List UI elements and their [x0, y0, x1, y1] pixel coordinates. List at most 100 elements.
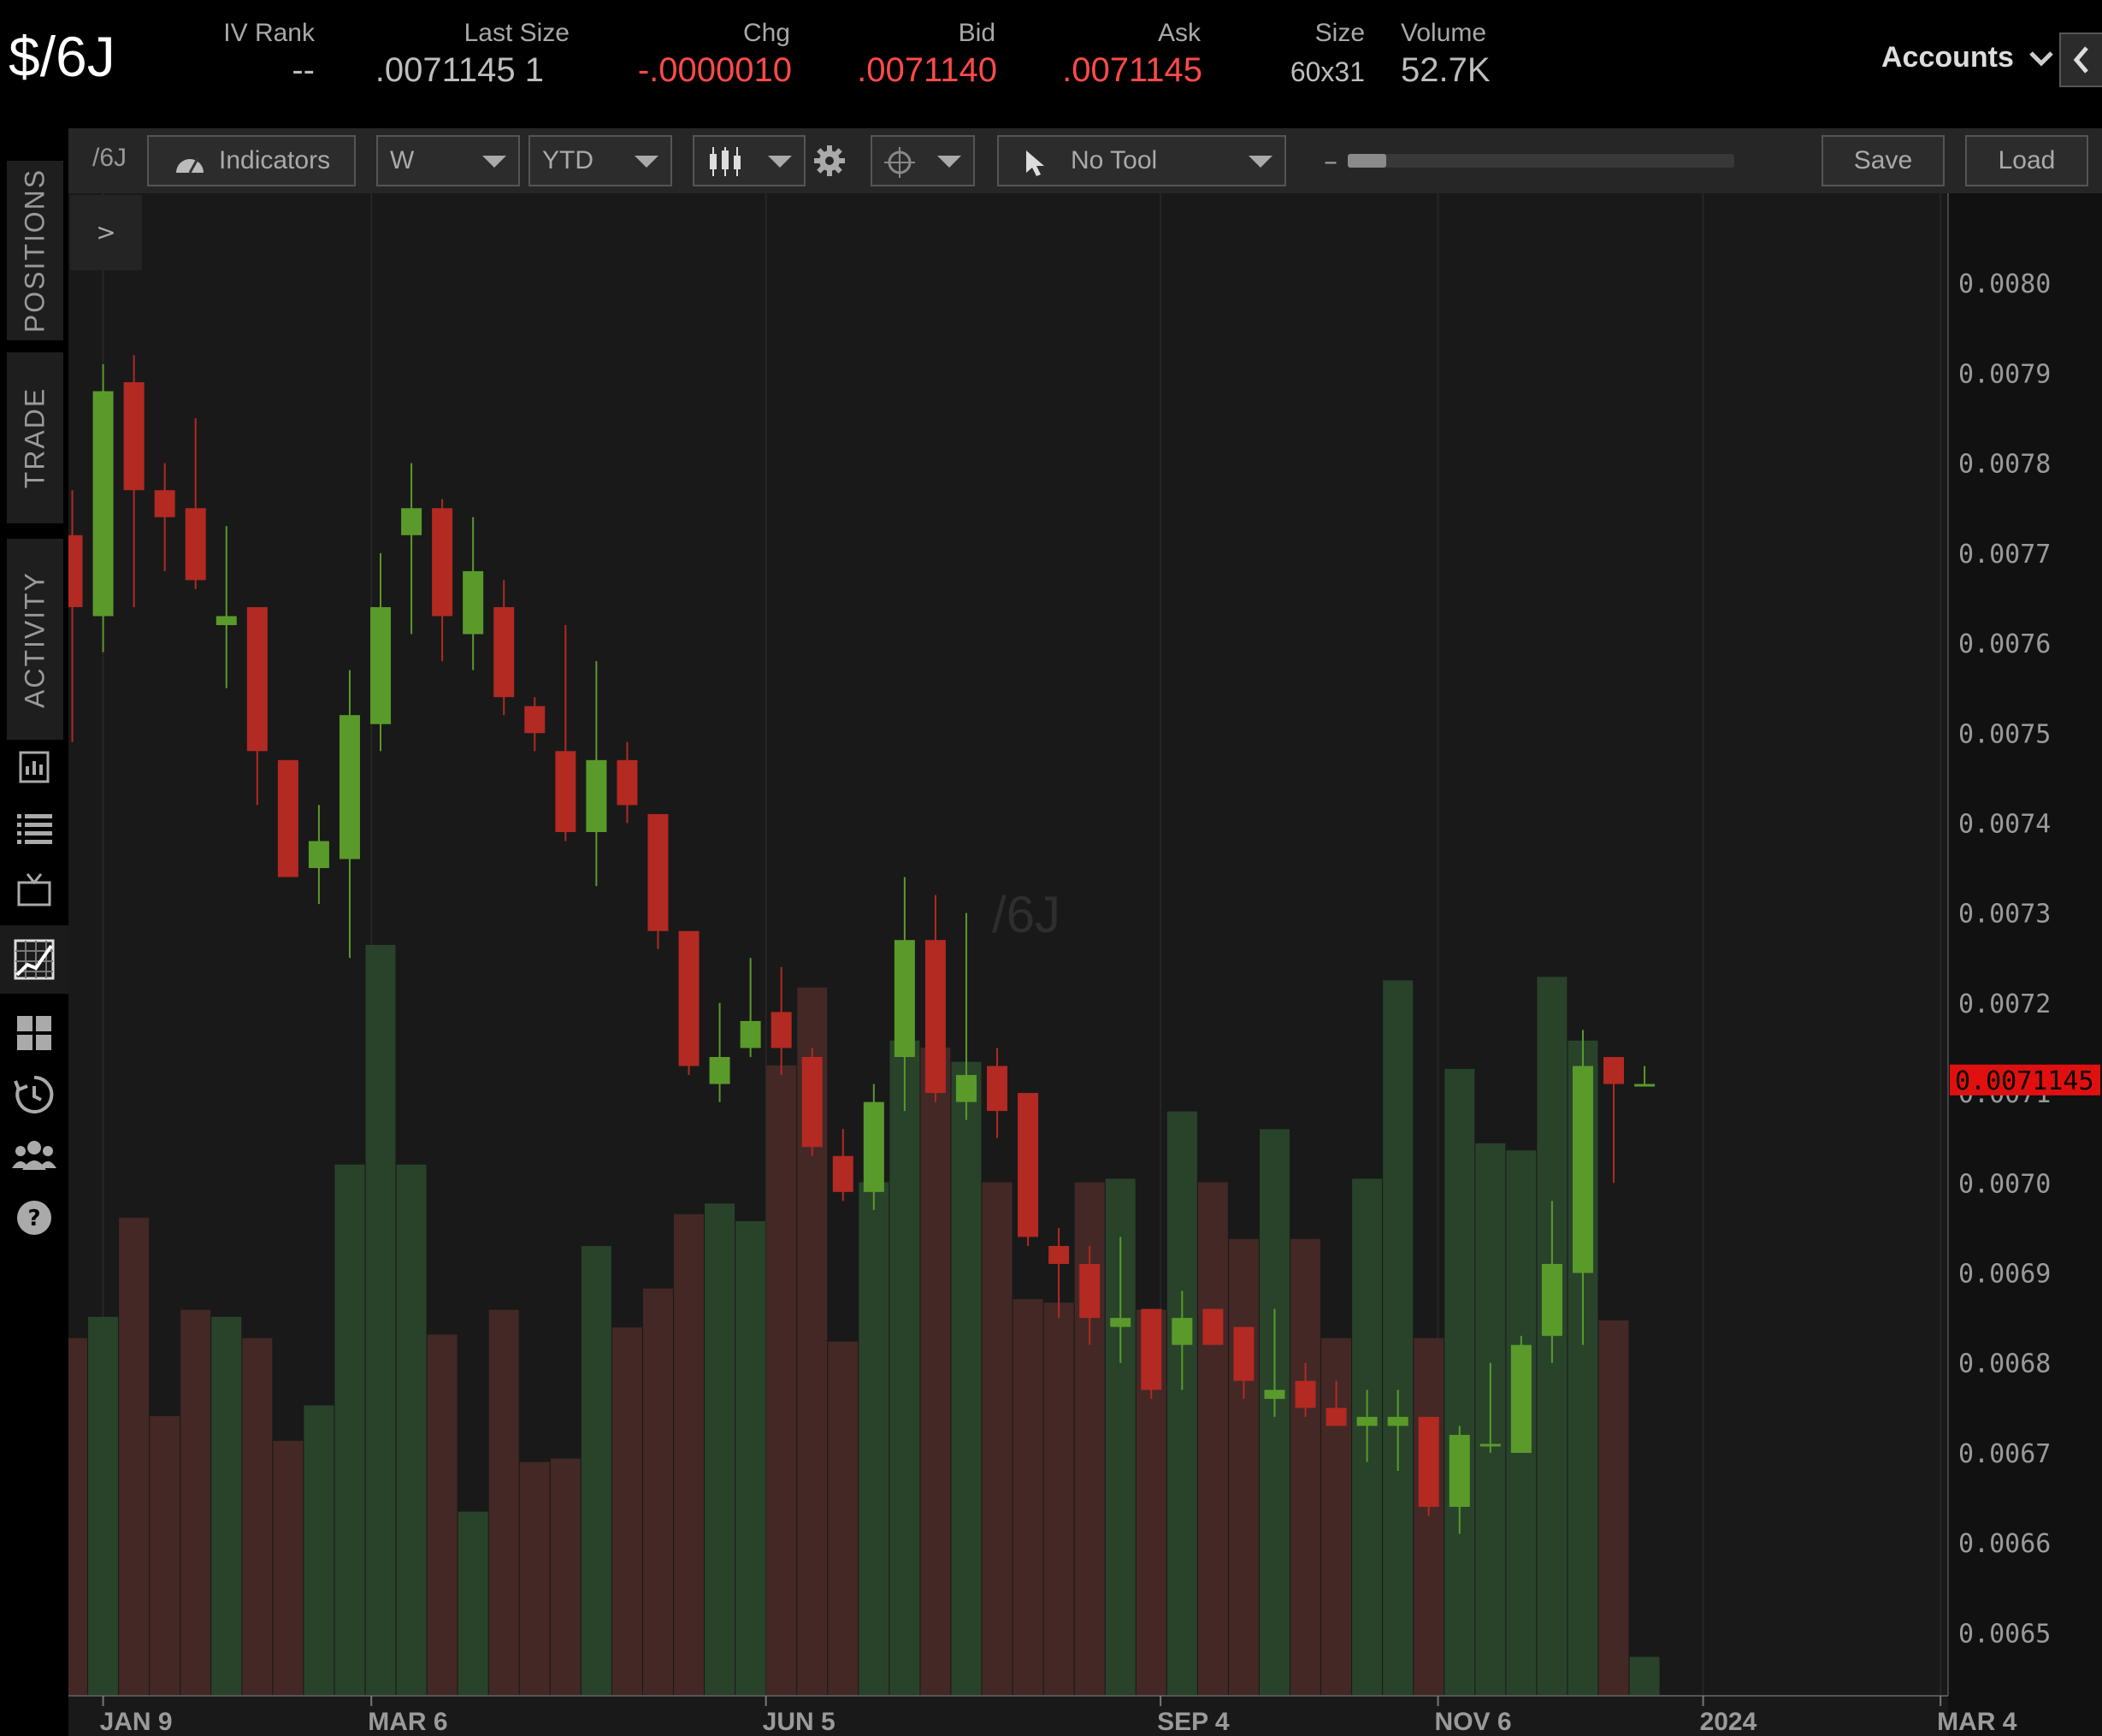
load-button[interactable]: Load [1965, 135, 2088, 186]
range-dropdown[interactable]: YTD [528, 135, 672, 186]
candle-body [894, 940, 915, 1058]
last-size-label: Last Size [464, 19, 570, 47]
y-tick-label: 0.0072 [1958, 989, 2051, 1019]
price-chart[interactable]: 0.0080 0.0079 0.0078 0.0077 0.0076 0.0075 0.00… [68, 193, 2102, 1736]
candle-body [1510, 1344, 1532, 1453]
tab-positions[interactable]: POSITIONS [7, 161, 63, 340]
volume-bar [1043, 1302, 1074, 1696]
candle-body [432, 508, 453, 617]
chart-tab-active[interactable] [0, 925, 68, 994]
accounts-dropdown[interactable]: Accounts [1881, 41, 2054, 74]
caret-down-icon [482, 156, 506, 168]
help-icon[interactable]: ? [12, 1196, 56, 1240]
volume-bar [1598, 1320, 1629, 1696]
people-icon[interactable] [12, 1134, 56, 1178]
y-tick-label: 0.0067 [1958, 1439, 2051, 1469]
aggregation-value: W [390, 146, 415, 174]
grid-icon[interactable] [12, 1011, 56, 1055]
candle-body [1326, 1408, 1347, 1426]
chart-area[interactable]: 0.0080 0.0079 0.0078 0.0077 0.0076 0.0075 0.00… [68, 193, 2102, 1736]
volume-bar [427, 1334, 458, 1696]
volume-bar [273, 1440, 304, 1696]
volume-bar [365, 945, 396, 1696]
chart-toolbar: Indicators W YTD No Tool – [68, 128, 2102, 193]
candle-body [555, 751, 576, 832]
range-value: YTD [542, 146, 593, 174]
candle-body [524, 706, 546, 734]
candle-body [1264, 1390, 1285, 1399]
x-tick-label: SEP 4 [1157, 1708, 1230, 1736]
crosshair-dropdown[interactable] [871, 135, 975, 186]
candle-body [1110, 1318, 1131, 1327]
volume-bar [1383, 980, 1414, 1696]
candle-body [1202, 1308, 1224, 1345]
volume-bar [1197, 1182, 1228, 1696]
candle-body [370, 606, 392, 724]
volume-bar [180, 1309, 211, 1696]
crosshair-icon [884, 147, 915, 178]
caret-down-icon [937, 156, 961, 168]
candle-body [277, 759, 298, 877]
save-label: Save [1853, 146, 1913, 174]
volume-bar [642, 1288, 673, 1696]
chevron-left-icon [2073, 46, 2088, 74]
volume-bar [334, 1164, 365, 1696]
volume-bar [828, 1341, 859, 1696]
candle-body [339, 715, 360, 859]
price-axis [1948, 193, 2102, 1736]
y-tick-label: 0.0074 [1958, 809, 2051, 839]
volume-bar [1290, 1238, 1321, 1696]
symbol-title[interactable]: $/6J [9, 25, 115, 88]
y-tick-label: 0.0073 [1958, 900, 2051, 930]
volume-bar [982, 1182, 1013, 1696]
last-size-value: .0071145 1 [375, 51, 544, 89]
zoom-slider[interactable] [1348, 154, 1734, 168]
caret-down-icon [768, 156, 792, 168]
x-tick-label: NOV 6 [1435, 1708, 1512, 1736]
volume-bar [396, 1164, 427, 1696]
tab-trade[interactable]: TRADE [7, 352, 63, 523]
zoom-out-button[interactable]: – [1324, 145, 1337, 177]
volume-bar [951, 1061, 982, 1696]
candle-body [1172, 1318, 1193, 1345]
y-tick-label: 0.0078 [1958, 450, 2051, 480]
history-icon[interactable] [12, 1072, 56, 1117]
tab-activity-label: ACTIVITY [19, 570, 50, 708]
save-button[interactable]: Save [1822, 135, 1945, 186]
y-tick-label: 0.0065 [1958, 1619, 2051, 1649]
candle-body [801, 1057, 823, 1148]
monitor-icon[interactable] [12, 744, 56, 788]
y-tick-label: 0.0070 [1958, 1169, 2051, 1199]
candle-body [1141, 1308, 1162, 1391]
expand-panel-button[interactable]: > [70, 195, 142, 270]
ask-label: Ask [1157, 19, 1201, 47]
indicators-button[interactable]: Indicators [147, 135, 356, 186]
collapse-panel-button[interactable] [2059, 32, 2102, 87]
caret-down-icon [1249, 156, 1272, 168]
volume-value: 52.7K [1401, 51, 1491, 89]
candle-body [1233, 1326, 1255, 1381]
size-value: 60x31 [1290, 56, 1365, 87]
candle-body [1479, 1444, 1501, 1447]
list-icon[interactable] [12, 806, 56, 850]
volume-bar [119, 1217, 150, 1696]
candle-body [771, 1012, 792, 1048]
x-tick-label: MAR 4 [1937, 1708, 2017, 1736]
aggregation-dropdown[interactable]: W [376, 135, 520, 186]
drawing-tool-value: No Tool [1071, 146, 1158, 174]
candle-body [246, 606, 268, 752]
volume-bar [1629, 1656, 1660, 1696]
chart-style-dropdown[interactable] [693, 135, 806, 186]
volume-bar [674, 1213, 705, 1696]
drawing-tool-dropdown[interactable]: No Tool [997, 135, 1286, 186]
tab-trade-label: TRADE [19, 387, 50, 489]
volume-bar [458, 1511, 488, 1696]
tv-icon[interactable] [12, 869, 56, 913]
zoom-slider-thumb[interactable] [1348, 154, 1387, 168]
volume-bar [581, 1246, 611, 1696]
volume-bar [488, 1309, 519, 1696]
gear-icon[interactable] [812, 144, 847, 178]
volume-bar [1444, 1068, 1475, 1696]
bid-value: .0071140 [857, 51, 997, 89]
tab-activity[interactable]: ACTIVITY [7, 539, 63, 740]
